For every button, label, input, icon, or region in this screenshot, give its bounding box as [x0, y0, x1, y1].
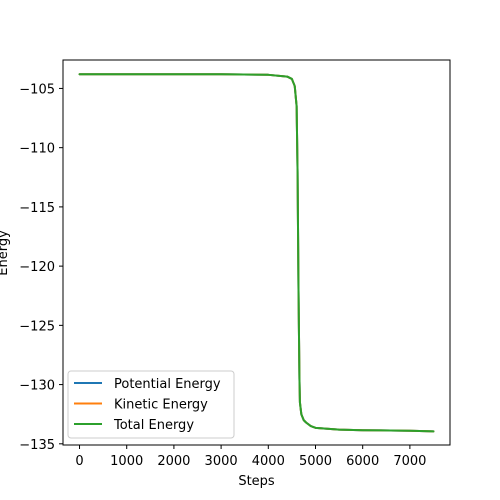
series-line-2 — [78, 73, 435, 433]
x-tick-label: 2000 — [157, 454, 190, 469]
y-tick-label: −125 — [19, 319, 55, 334]
plot-frame — [62, 59, 451, 446]
legend-label-2: Total Energy — [113, 418, 194, 433]
x-tick-label: 0 — [75, 454, 83, 469]
x-tick-label: 1000 — [110, 454, 143, 469]
y-tick-label: −115 — [19, 201, 55, 216]
series-layer — [78, 73, 435, 433]
y-axis-label: Energy — [0, 230, 11, 276]
x-tick-label: 4000 — [252, 454, 285, 469]
y-tick-label: −130 — [19, 379, 55, 394]
y-tick-label: −105 — [19, 82, 55, 97]
x-ticks: 0 1000 2000 3000 4000 5000 6000 7000 — [75, 445, 426, 469]
legend-label-0: Potential Energy — [114, 377, 221, 392]
x-axis-label: Steps — [238, 474, 275, 489]
x-tick-label: 5000 — [299, 454, 332, 469]
y-ticks: −105 −110 −115 −120 −125 −130 −135 — [19, 82, 63, 453]
y-tick-label: −135 — [19, 438, 55, 453]
legend-frame — [67, 370, 235, 439]
x-tick-label: 6000 — [346, 454, 379, 469]
y-tick-label: −110 — [19, 142, 55, 157]
x-tick-label: 3000 — [205, 454, 238, 469]
x-tick-label: 7000 — [393, 454, 426, 469]
legend: Potential Energy Kinetic Energy Total Ener… — [67, 370, 235, 439]
legend-label-1: Kinetic Energy — [114, 398, 208, 413]
y-tick-label: −120 — [19, 260, 55, 275]
